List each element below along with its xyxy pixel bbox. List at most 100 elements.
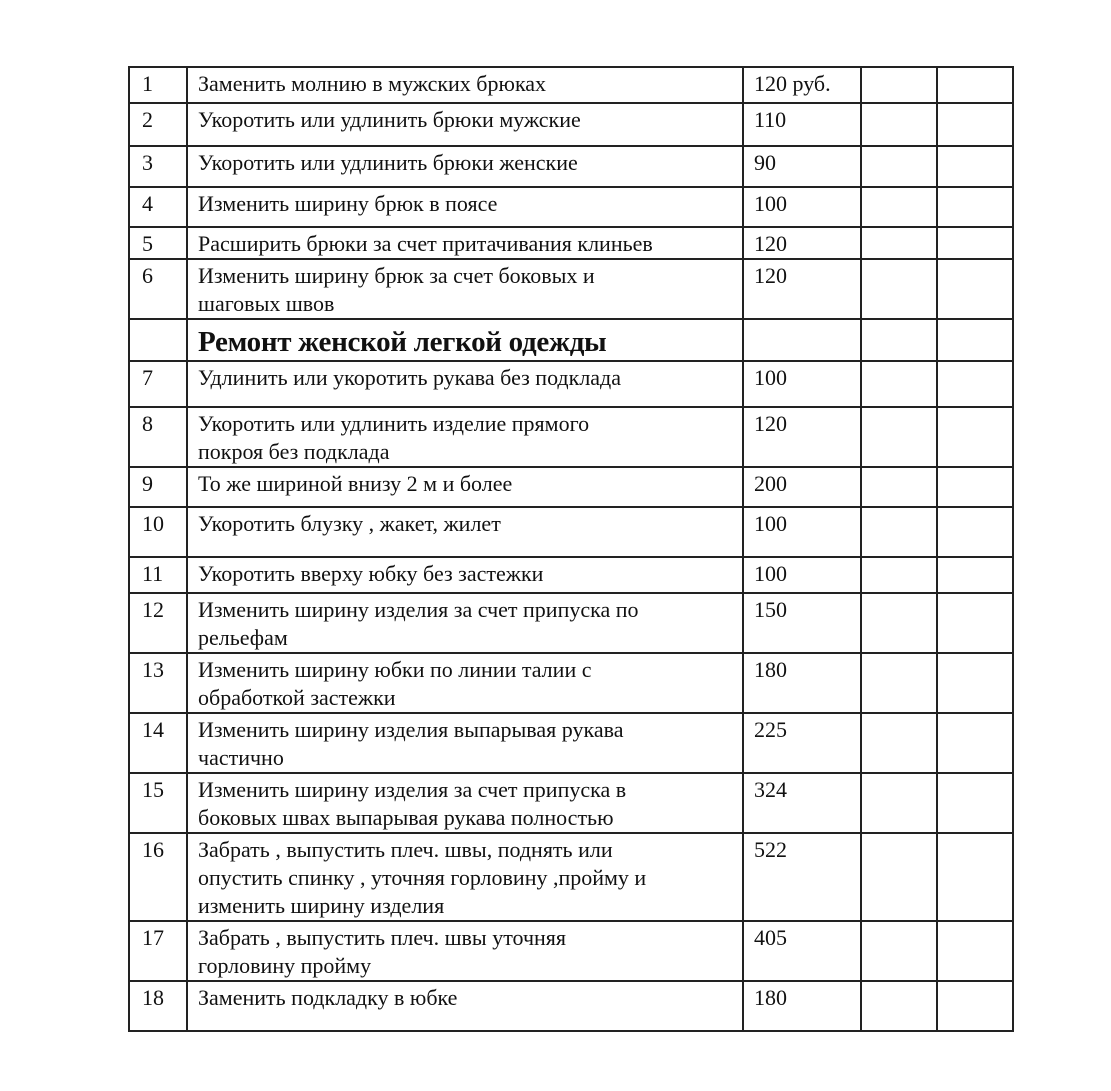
empty-cell bbox=[860, 102, 938, 147]
price-cell: 120 bbox=[742, 258, 862, 320]
service-description-cell: Укоротить или удлинить брюки женские bbox=[186, 145, 744, 188]
number-cell: 16 bbox=[128, 832, 188, 922]
service-description-cell: То же шириной внизу 2 м и более bbox=[186, 466, 744, 508]
number-cell: 11 bbox=[128, 556, 188, 594]
number-cell: 4 bbox=[128, 186, 188, 228]
service-description-cell: Забрать , выпустить плеч. швы, поднять и… bbox=[186, 832, 744, 922]
price-cell: 200 bbox=[742, 466, 862, 508]
number-cell: 2 bbox=[128, 102, 188, 147]
price-cell: 100 bbox=[742, 506, 862, 558]
empty-cell bbox=[860, 832, 938, 922]
table-row: 16 Забрать , выпустить плеч. швы, поднять… bbox=[128, 832, 1014, 922]
empty-cell bbox=[936, 712, 1014, 774]
empty-cell bbox=[936, 556, 1014, 594]
empty-cell bbox=[936, 772, 1014, 834]
table-row: 8 Укоротить или удлинить изделие прямого … bbox=[128, 406, 1014, 468]
price-cell: 225 bbox=[742, 712, 862, 774]
table-row: 14 Изменить ширину изделия выпарывая рука… bbox=[128, 712, 1014, 774]
empty-cell bbox=[936, 466, 1014, 508]
service-description-cell: Изменить ширину брюк в поясе bbox=[186, 186, 744, 228]
empty-cell bbox=[936, 506, 1014, 558]
empty-cell bbox=[936, 66, 1014, 104]
number-cell: 3 bbox=[128, 145, 188, 188]
table-row: 12 Изменить ширину изделия за счет припус… bbox=[128, 592, 1014, 654]
number-cell: 10 bbox=[128, 506, 188, 558]
table-row: 7 Удлинить или укоротить рукава без подкл… bbox=[128, 360, 1014, 408]
service-description-cell: Забрать , выпустить плеч. швы уточняя го… bbox=[186, 920, 744, 982]
empty-cell bbox=[860, 506, 938, 558]
price-cell bbox=[742, 318, 862, 362]
empty-cell bbox=[936, 406, 1014, 468]
table-row: 9 То же шириной внизу 2 м и более 200 bbox=[128, 466, 1014, 508]
empty-cell bbox=[936, 832, 1014, 922]
number-cell: 8 bbox=[128, 406, 188, 468]
table-row: 15 Изменить ширину изделия за счет припус… bbox=[128, 772, 1014, 834]
number-cell: 9 bbox=[128, 466, 188, 508]
section-title: Ремонт женской легкой одежды bbox=[186, 318, 744, 362]
table-row: 6 Изменить ширину брюк за счет боковых и … bbox=[128, 258, 1014, 320]
empty-cell bbox=[860, 592, 938, 654]
empty-cell bbox=[860, 652, 938, 714]
price-cell: 110 bbox=[742, 102, 862, 147]
empty-cell bbox=[860, 226, 938, 260]
table-row: 11 Укоротить вверху юбку без застежки 100 bbox=[128, 556, 1014, 594]
empty-cell bbox=[936, 186, 1014, 228]
price-cell: 522 bbox=[742, 832, 862, 922]
service-description-cell: Удлинить или укоротить рукава без подкла… bbox=[186, 360, 744, 408]
number-cell bbox=[128, 318, 188, 362]
service-description-cell: Изменить ширину изделия за счет припуска… bbox=[186, 772, 744, 834]
table-row: 13 Изменить ширину юбки по линии талии с … bbox=[128, 652, 1014, 714]
empty-cell bbox=[936, 145, 1014, 188]
price-cell: 180 bbox=[742, 980, 862, 1032]
price-table: 1 Заменить молнию в мужских брюках 120 руб… bbox=[128, 66, 1014, 1032]
number-cell: 13 bbox=[128, 652, 188, 714]
empty-cell bbox=[860, 258, 938, 320]
table-row: 17 Забрать , выпустить плеч. швы уточняя … bbox=[128, 920, 1014, 982]
number-cell: 5 bbox=[128, 226, 188, 260]
table-row: 3 Укоротить или удлинить брюки женские 90 bbox=[128, 145, 1014, 188]
empty-cell bbox=[860, 980, 938, 1032]
number-cell: 18 bbox=[128, 980, 188, 1032]
price-cell: 100 bbox=[742, 186, 862, 228]
table-row: 5 Расширить брюки за счет притачивания кл… bbox=[128, 226, 1014, 260]
price-cell: 120 bbox=[742, 406, 862, 468]
number-cell: 7 bbox=[128, 360, 188, 408]
price-cell: 324 bbox=[742, 772, 862, 834]
section-header-row: Ремонт женской легкой одежды bbox=[128, 318, 1014, 362]
service-description-cell: Укоротить или удлинить изделие прямого п… bbox=[186, 406, 744, 468]
table-row: 1 Заменить молнию в мужских брюках 120 руб… bbox=[128, 66, 1014, 104]
empty-cell bbox=[860, 145, 938, 188]
service-description-cell: Изменить ширину изделия за счет припуска… bbox=[186, 592, 744, 654]
empty-cell bbox=[936, 318, 1014, 362]
service-description-cell: Изменить ширину изделия выпарывая рукава… bbox=[186, 712, 744, 774]
empty-cell bbox=[936, 652, 1014, 714]
price-cell: 150 bbox=[742, 592, 862, 654]
empty-cell bbox=[860, 66, 938, 104]
service-description-cell: Изменить ширину брюк за счет боковых и ш… bbox=[186, 258, 744, 320]
table-row: 4 Изменить ширину брюк в поясе 100 bbox=[128, 186, 1014, 228]
service-description-cell: Изменить ширину юбки по линии талии с об… bbox=[186, 652, 744, 714]
empty-cell bbox=[936, 102, 1014, 147]
number-cell: 1 bbox=[128, 66, 188, 104]
service-description-cell: Расширить брюки за счет притачивания кли… bbox=[186, 226, 744, 260]
price-cell: 100 bbox=[742, 360, 862, 408]
empty-cell bbox=[860, 920, 938, 982]
empty-cell bbox=[860, 772, 938, 834]
number-cell: 14 bbox=[128, 712, 188, 774]
empty-cell bbox=[860, 406, 938, 468]
service-description-cell: Укоротить блузку , жакет, жилет bbox=[186, 506, 744, 558]
empty-cell bbox=[860, 712, 938, 774]
empty-cell bbox=[936, 920, 1014, 982]
number-cell: 15 bbox=[128, 772, 188, 834]
table-row: 2 Укоротить или удлинить брюки мужские 110 bbox=[128, 102, 1014, 147]
price-cell: 120 руб. bbox=[742, 66, 862, 104]
service-description-cell: Укоротить или удлинить брюки мужские bbox=[186, 102, 744, 147]
empty-cell bbox=[936, 980, 1014, 1032]
empty-cell bbox=[860, 556, 938, 594]
empty-cell bbox=[936, 258, 1014, 320]
empty-cell bbox=[860, 318, 938, 362]
empty-cell bbox=[860, 466, 938, 508]
price-cell: 100 bbox=[742, 556, 862, 594]
number-cell: 6 bbox=[128, 258, 188, 320]
service-description-cell: Заменить подкладку в юбке bbox=[186, 980, 744, 1032]
